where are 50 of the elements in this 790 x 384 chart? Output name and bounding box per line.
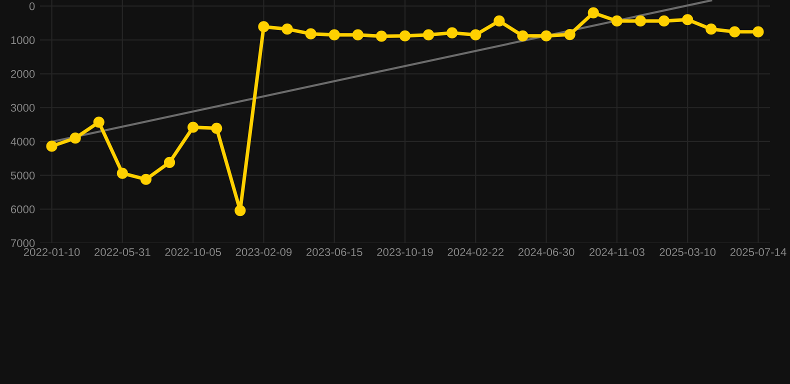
point	[611, 15, 622, 27]
point	[352, 29, 364, 40]
x-tick-label: 2025-07-14	[730, 248, 786, 256]
point	[634, 15, 646, 27]
point	[470, 29, 482, 40]
point	[258, 21, 270, 32]
x-tick-label: 2023-02-09	[236, 248, 292, 256]
point	[305, 28, 316, 40]
point	[70, 132, 81, 144]
y-tick-label: 5000	[10, 172, 35, 180]
point	[446, 27, 458, 38]
point	[682, 14, 694, 26]
point	[564, 28, 576, 40]
x-tick-label: 2022-10-05	[165, 248, 222, 256]
y-tick-label: 2000	[10, 70, 35, 78]
point	[376, 30, 388, 42]
point	[706, 24, 717, 35]
x-tick-label: 2025-03-10	[660, 248, 716, 256]
y-tick-label: 6000	[10, 205, 35, 214]
point	[399, 30, 411, 42]
x-tick-label: 2022-05-31	[94, 248, 150, 256]
point	[164, 156, 176, 168]
point	[93, 116, 104, 128]
point	[282, 24, 293, 35]
x-tick-label: 2022-01-10	[24, 248, 80, 256]
x-tick-label: 2024-06-30	[518, 248, 574, 256]
point	[116, 168, 128, 179]
point	[752, 26, 764, 38]
y-tick-label: 3000	[10, 104, 35, 112]
point	[729, 26, 740, 38]
y-tick-label: 4000	[10, 138, 35, 146]
point	[188, 122, 199, 133]
x-tick-label: 2024-11-03	[589, 248, 644, 256]
point	[588, 7, 599, 18]
point	[517, 30, 528, 42]
point	[494, 15, 505, 27]
point	[422, 29, 434, 40]
y-tick-label: 7000	[10, 239, 35, 248]
x-tick-label: 2023-10-19	[377, 248, 433, 256]
y-tick-label: 0	[29, 2, 35, 10]
y-tick-label: 1000	[11, 36, 35, 44]
point	[328, 29, 340, 40]
point	[658, 15, 670, 27]
point	[234, 204, 246, 216]
point	[46, 140, 58, 152]
point	[540, 30, 552, 42]
point	[140, 174, 152, 185]
point	[211, 122, 222, 134]
x-tick-label: 2024-02-22	[448, 248, 504, 256]
x-tick-label: 2023-06-15	[306, 248, 362, 256]
